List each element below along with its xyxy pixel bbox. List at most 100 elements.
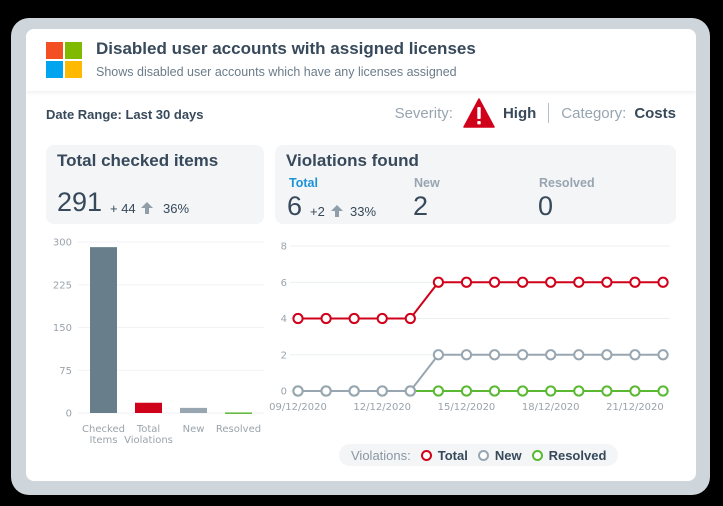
data-point-new[interactable] xyxy=(517,349,529,361)
warning-triangle-icon xyxy=(463,98,495,128)
report-header: Disabled user accounts with assigned lic… xyxy=(26,29,696,91)
data-point-total[interactable] xyxy=(573,276,585,288)
data-point-new[interactable] xyxy=(320,385,332,397)
report-title: Disabled user accounts with assigned lic… xyxy=(96,39,476,58)
data-point-total[interactable] xyxy=(629,276,641,288)
x-tick-label: 21/12/2020 xyxy=(606,402,664,413)
data-point-resolved[interactable] xyxy=(517,385,529,397)
data-point-total[interactable] xyxy=(432,276,444,288)
x-tick-label: 12/12/2020 xyxy=(353,402,411,413)
data-point-resolved[interactable] xyxy=(488,385,501,397)
x-tick-label: New xyxy=(183,424,205,435)
x-tick-label: Total xyxy=(136,424,160,435)
y-tick-label: 150 xyxy=(53,323,72,334)
x-tick-label: Violations xyxy=(124,435,173,446)
data-point-total[interactable] xyxy=(488,276,501,288)
data-point-resolved[interactable] xyxy=(460,385,473,397)
severity-label: Severity: xyxy=(394,104,453,122)
x-tick-label: Checked xyxy=(82,424,125,435)
arrow-up-icon xyxy=(141,202,153,214)
legend-item-resolved[interactable]: Resolved xyxy=(531,447,607,463)
data-point-new[interactable] xyxy=(657,349,669,361)
total-checked-delta: + 44 xyxy=(110,201,136,216)
y-tick-label: 75 xyxy=(59,366,72,377)
data-point-total[interactable] xyxy=(657,276,669,288)
data-point-new[interactable] xyxy=(404,385,416,397)
microsoft-logo-icon xyxy=(46,42,82,78)
line-new xyxy=(298,353,664,392)
y-tick-label: 225 xyxy=(53,280,72,291)
x-tick-label: 09/12/2020 xyxy=(269,402,327,413)
y-tick-label: 300 xyxy=(53,238,72,249)
violations-resolved-value: 0 xyxy=(538,191,554,221)
tab-resolved[interactable]: Resolved xyxy=(539,176,595,190)
violations-total-value: 6 xyxy=(287,191,303,221)
legend-total-label: Total xyxy=(437,447,468,463)
y-tick-label: 4 xyxy=(281,314,287,325)
data-point-total[interactable] xyxy=(460,276,473,288)
legend-item-total[interactable]: Total xyxy=(420,447,468,463)
legend-resolved-label: Resolved xyxy=(548,447,607,463)
data-point-resolved[interactable] xyxy=(601,385,613,397)
y-tick-label: 8 xyxy=(281,242,287,253)
bar[interactable] xyxy=(180,407,207,413)
data-point-new[interactable] xyxy=(376,385,388,397)
circle-icon xyxy=(531,449,543,461)
circle-icon xyxy=(477,449,489,461)
data-point-new[interactable] xyxy=(348,385,360,397)
data-point-total[interactable] xyxy=(404,312,416,325)
y-tick-label: 0 xyxy=(66,409,72,420)
card-title: Violations found xyxy=(286,151,419,170)
data-point-new[interactable] xyxy=(629,349,641,361)
data-point-new[interactable] xyxy=(545,349,557,361)
severity-category: Severity: High Category: Costs xyxy=(395,97,676,129)
data-point-resolved[interactable] xyxy=(573,385,585,397)
data-point-total[interactable] xyxy=(348,312,360,325)
y-tick-label: 2 xyxy=(281,350,287,361)
bar[interactable] xyxy=(135,402,162,413)
violations-total-percent: 33% xyxy=(350,204,377,219)
data-point-total[interactable] xyxy=(601,276,613,288)
tab-new[interactable]: New xyxy=(414,176,440,190)
data-point-resolved[interactable] xyxy=(657,385,669,397)
data-point-new[interactable] xyxy=(573,349,585,361)
violations-new-value: 2 xyxy=(413,191,429,221)
card-title: Total checked items xyxy=(57,151,219,170)
violations-total-delta: +2 xyxy=(310,204,325,219)
category-label: Category: xyxy=(561,104,627,122)
data-point-total[interactable] xyxy=(320,312,332,325)
tab-total[interactable]: Total xyxy=(289,176,318,190)
total-checked-card: Total checked items 291 + 44 36% xyxy=(46,145,264,224)
y-tick-label: 0 xyxy=(281,387,287,398)
x-tick-label: 15/12/2020 xyxy=(438,402,496,413)
data-point-total[interactable] xyxy=(517,276,529,288)
bar[interactable] xyxy=(90,247,117,413)
report-panel: Disabled user accounts with assigned lic… xyxy=(26,29,696,481)
divider xyxy=(548,103,550,123)
legend-new-label: New xyxy=(494,447,522,463)
bar[interactable] xyxy=(225,412,252,414)
data-point-total[interactable] xyxy=(292,312,304,325)
total-checked-percent: 36% xyxy=(163,201,190,216)
data-point-new[interactable] xyxy=(601,349,613,361)
chart-legend: Violations: Total New Resolved xyxy=(339,444,619,466)
data-point-total[interactable] xyxy=(545,276,557,288)
data-point-resolved[interactable] xyxy=(432,385,444,397)
data-point-new[interactable] xyxy=(432,349,444,361)
data-point-new[interactable] xyxy=(488,349,501,361)
violations-card: Violations found Total 6 +2 33% New 2 Re… xyxy=(275,145,676,224)
category-value: Costs xyxy=(634,104,676,122)
data-point-new[interactable] xyxy=(460,349,473,361)
data-point-new[interactable] xyxy=(292,385,304,397)
data-point-total[interactable] xyxy=(376,312,388,325)
arrow-up-icon xyxy=(331,205,343,217)
circle-icon xyxy=(420,449,432,461)
total-checked-value: 291 xyxy=(57,187,103,217)
x-tick-label: Resolved xyxy=(216,424,261,435)
y-tick-label: 6 xyxy=(281,278,287,289)
data-point-resolved[interactable] xyxy=(629,385,641,397)
legend-item-new[interactable]: New xyxy=(477,447,522,463)
data-point-resolved[interactable] xyxy=(545,385,557,397)
x-tick-label: 18/12/2020 xyxy=(522,402,580,413)
